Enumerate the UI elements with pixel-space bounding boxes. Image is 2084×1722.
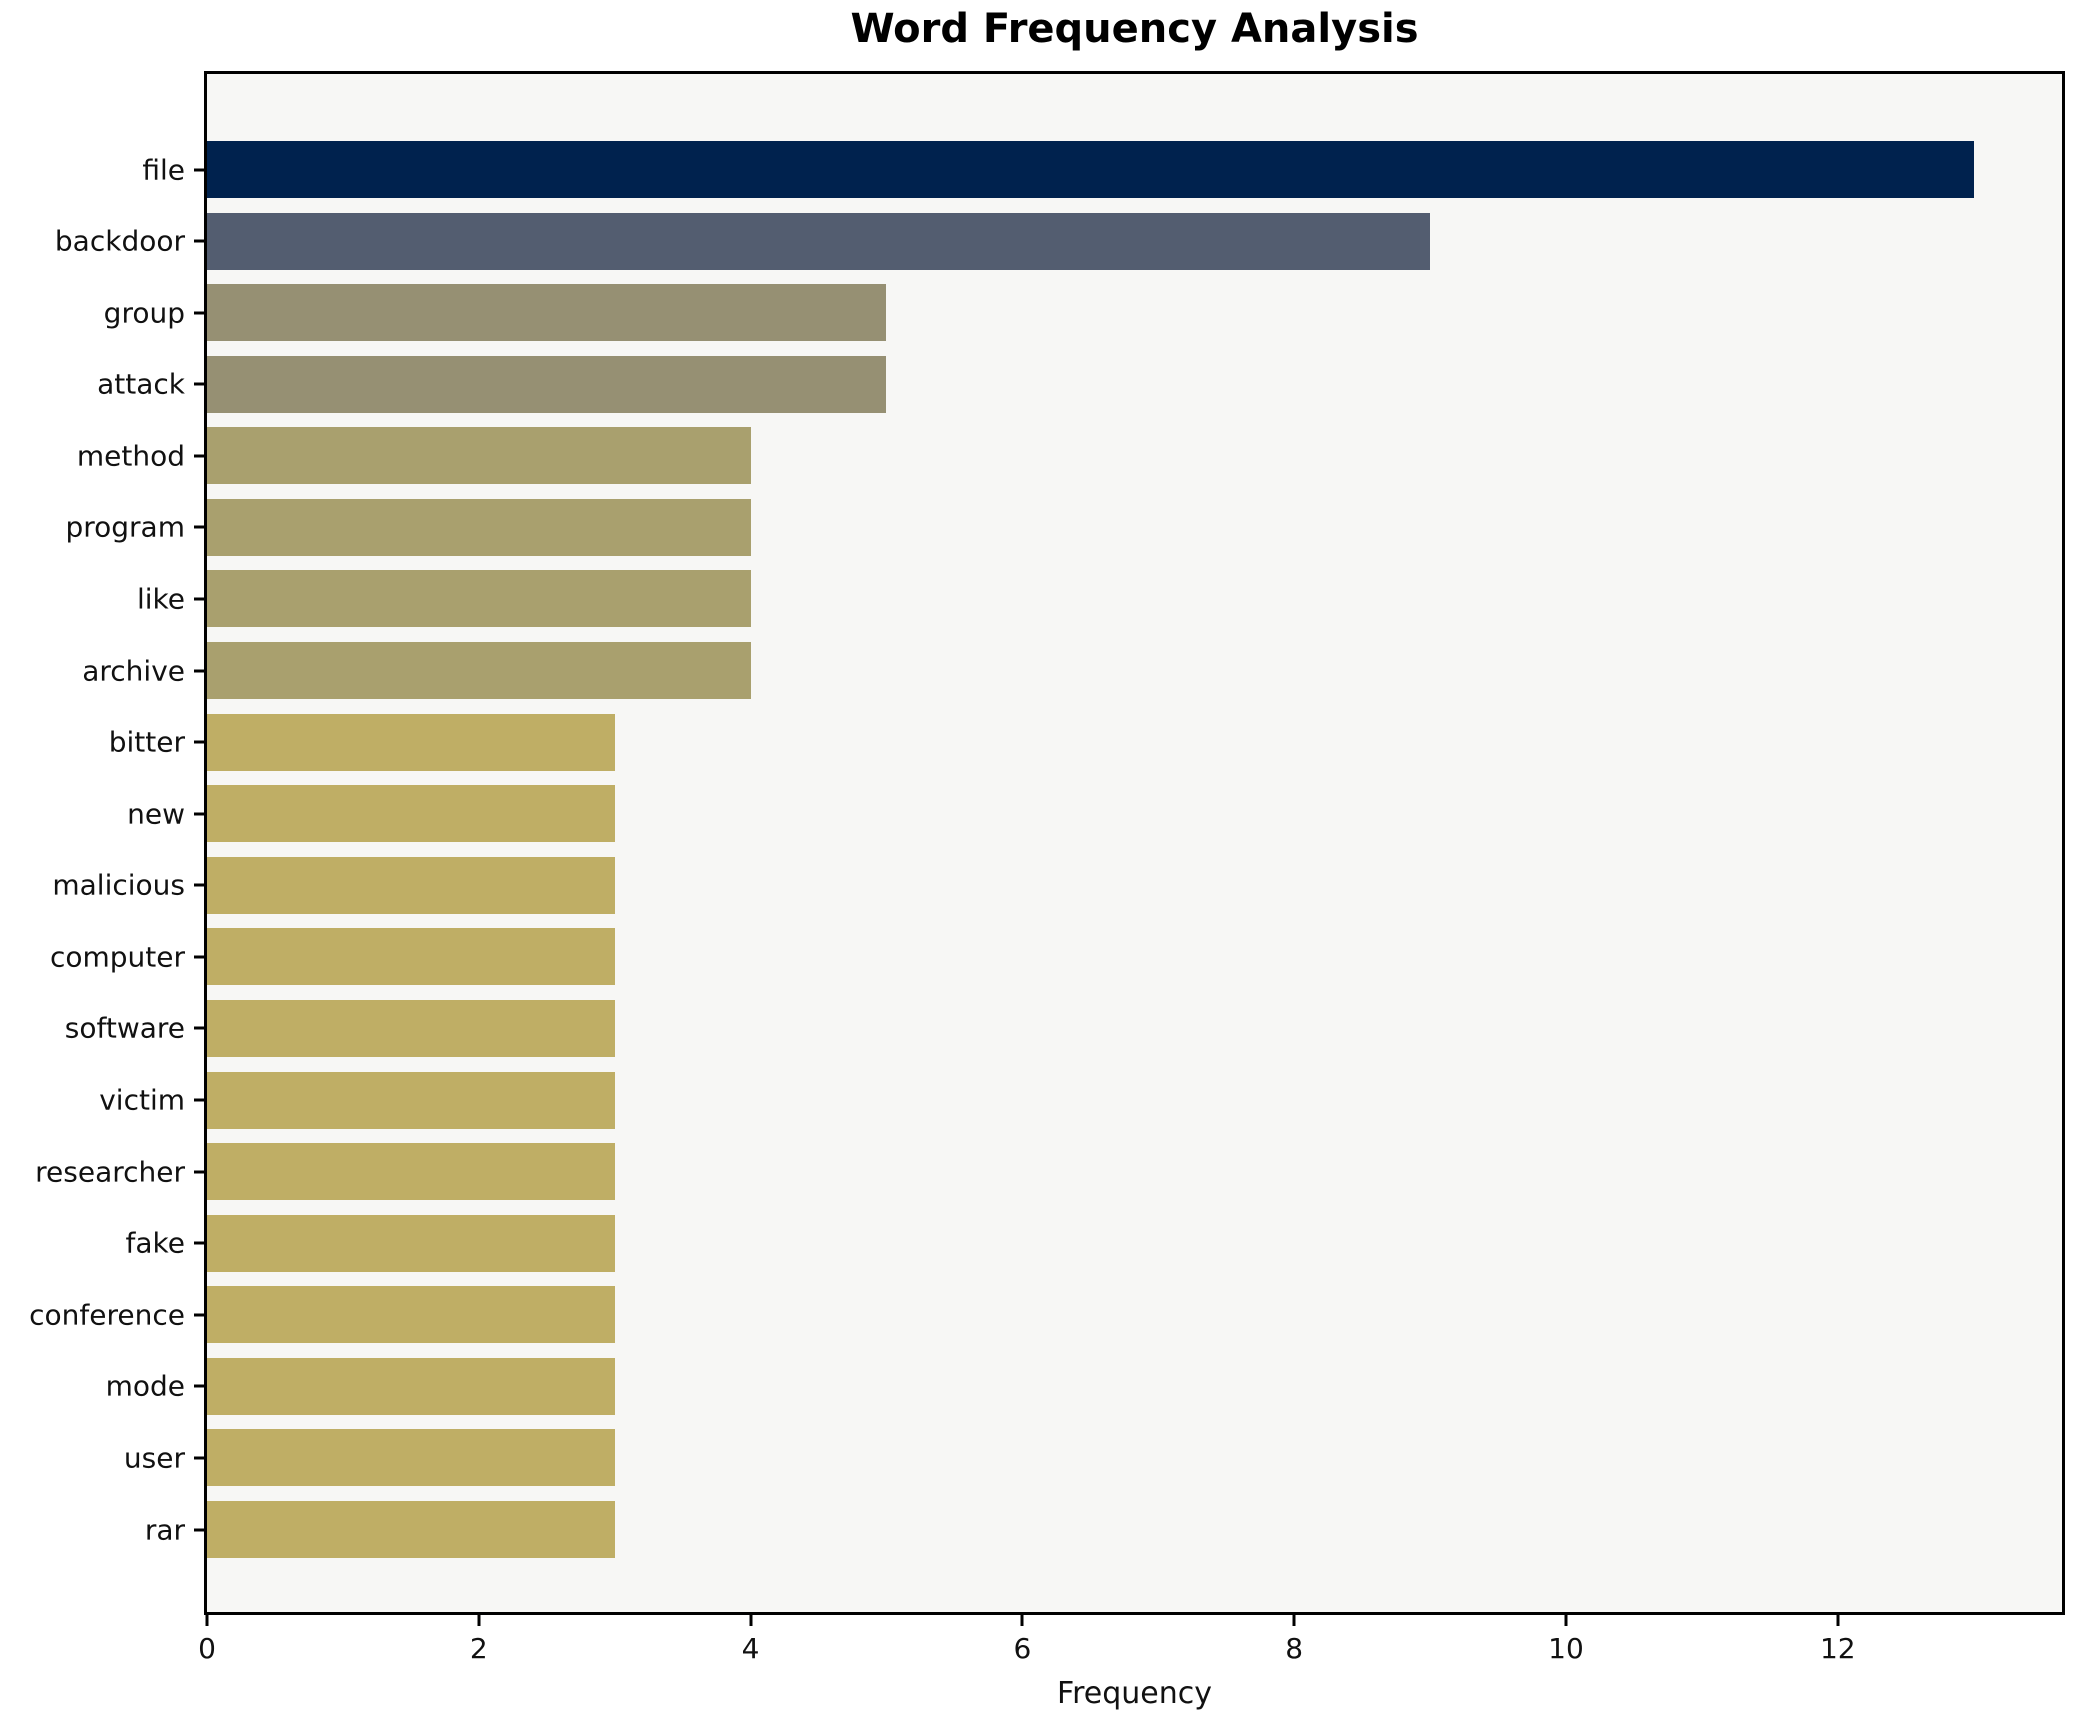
- y-tick-conference: [194, 1313, 204, 1317]
- y-label-group: group: [103, 296, 185, 330]
- y-tick-computer: [194, 955, 204, 959]
- freq-bar-group: [207, 284, 887, 342]
- x-tick-label-2: 2: [469, 1632, 488, 1665]
- freq-bar-attack: [207, 355, 887, 413]
- freq-bar-computer: [207, 928, 615, 986]
- x-tick-10: [1564, 1615, 1568, 1626]
- y-label-researcher: researcher: [35, 1155, 185, 1189]
- x-tick-label-12: 12: [1819, 1632, 1856, 1665]
- y-label-method: method: [76, 439, 185, 473]
- y-label-like: like: [136, 582, 185, 616]
- y-label-file: file: [142, 153, 185, 186]
- y-label-user: user: [123, 1441, 185, 1475]
- y-label-fake: fake: [125, 1226, 185, 1260]
- y-tick-backdoor: [194, 239, 204, 243]
- x-tick-label-0: 0: [198, 1632, 216, 1665]
- x-tick-2: [477, 1615, 481, 1626]
- y-tick-method: [194, 454, 204, 458]
- y-tick-malicious: [194, 883, 204, 887]
- freq-bar-conference: [207, 1286, 615, 1344]
- y-tick-group: [194, 311, 204, 315]
- y-tick-victim: [194, 1098, 204, 1102]
- freq-bar-program: [207, 498, 751, 556]
- freq-bar-new: [207, 785, 615, 843]
- y-label-victim: victim: [99, 1083, 185, 1117]
- freq-bar-like: [207, 570, 751, 628]
- freq-bar-method: [207, 427, 751, 485]
- y-tick-like: [194, 597, 204, 601]
- y-label-mode: mode: [105, 1369, 185, 1403]
- freq-bar-user: [207, 1429, 615, 1487]
- x-tick-12: [1836, 1615, 1840, 1626]
- freq-bar-rar: [207, 1501, 615, 1559]
- x-tick-8: [1292, 1615, 1296, 1626]
- y-tick-fake: [194, 1241, 204, 1245]
- x-axis-label: Frequency: [1057, 1676, 1212, 1711]
- y-tick-mode: [194, 1384, 204, 1388]
- y-tick-new: [194, 812, 204, 816]
- freq-bar-researcher: [207, 1143, 615, 1201]
- y-tick-attack: [194, 382, 204, 386]
- y-tick-researcher: [194, 1170, 204, 1174]
- chart-title: Word Frequency Analysis: [850, 6, 1419, 52]
- y-label-new: new: [127, 797, 185, 831]
- y-label-computer: computer: [49, 940, 185, 974]
- y-tick-software: [194, 1026, 204, 1030]
- x-tick-0: [205, 1615, 209, 1626]
- freq-bar-mode: [207, 1357, 615, 1415]
- freq-bar-fake: [207, 1214, 615, 1272]
- x-tick-6: [1020, 1615, 1024, 1626]
- y-tick-program: [194, 525, 204, 529]
- freq-bar-archive: [207, 642, 751, 700]
- freq-bar-backdoor: [207, 212, 1431, 270]
- freq-bar-malicious: [207, 856, 615, 914]
- y-label-archive: archive: [82, 654, 185, 688]
- x-tick-label-10: 10: [1548, 1632, 1584, 1665]
- y-label-attack: attack: [97, 367, 185, 401]
- y-label-bitter: bitter: [108, 725, 185, 759]
- y-label-rar: rar: [144, 1513, 185, 1547]
- freq-bar-victim: [207, 1071, 615, 1129]
- y-tick-archive: [194, 669, 204, 673]
- freq-bar-bitter: [207, 713, 615, 771]
- x-tick-label-6: 6: [1013, 1632, 1032, 1665]
- x-tick-label-4: 4: [741, 1632, 760, 1665]
- y-label-malicious: malicious: [52, 868, 185, 902]
- y-label-software: software: [64, 1011, 185, 1045]
- x-tick-label-8: 8: [1285, 1632, 1304, 1665]
- y-label-backdoor: backdoor: [54, 224, 185, 258]
- y-label-program: program: [65, 510, 185, 544]
- y-label-conference: conference: [29, 1298, 185, 1332]
- y-tick-rar: [194, 1528, 204, 1532]
- y-tick-bitter: [194, 740, 204, 744]
- y-tick-file: [194, 168, 204, 171]
- freq-bar-file: [207, 141, 1974, 198]
- freq-bar-software: [207, 999, 615, 1057]
- x-tick-4: [749, 1615, 753, 1626]
- y-tick-user: [194, 1456, 204, 1460]
